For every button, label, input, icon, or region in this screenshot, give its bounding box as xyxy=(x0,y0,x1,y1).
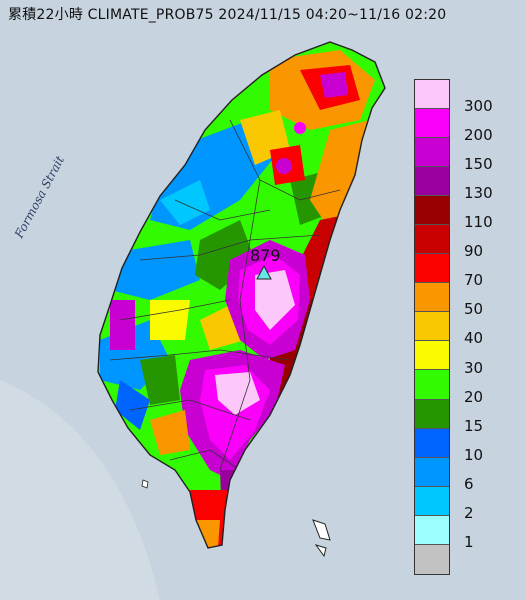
legend-label: 20 xyxy=(464,387,484,406)
legend-swatch xyxy=(415,167,449,197)
legend-swatch xyxy=(415,80,449,110)
orchid-island xyxy=(314,544,327,558)
legend-swatch xyxy=(415,312,449,342)
legend-swatch xyxy=(415,428,449,458)
legend-label: 1 xyxy=(464,532,474,551)
legend-swatch xyxy=(415,544,449,574)
legend-swatch xyxy=(415,225,449,255)
legend-label: 300 xyxy=(464,97,493,116)
legend-swatch xyxy=(415,399,449,429)
legend-swatch xyxy=(415,254,449,284)
legend-swatch xyxy=(415,196,449,226)
legend-swatch xyxy=(415,370,449,400)
legend-swatch xyxy=(415,341,449,371)
legend-swatch xyxy=(415,283,449,313)
legend-label: 2 xyxy=(464,503,474,522)
map-title: 累積22小時 CLIMATE_PROB75 2024/11/15 04:20~1… xyxy=(8,7,447,23)
green-island xyxy=(312,519,331,541)
legend-label: 15 xyxy=(464,416,484,435)
legend-label: 90 xyxy=(464,242,484,261)
legend-label: 150 xyxy=(464,155,493,174)
legend-label: 10 xyxy=(464,445,484,464)
sea-shading xyxy=(0,380,160,600)
legend-label: 200 xyxy=(464,126,493,145)
legend-label: 40 xyxy=(464,329,484,348)
rainfall-legend xyxy=(414,79,450,575)
legend-label: 130 xyxy=(464,184,493,203)
legend-swatch xyxy=(415,515,449,545)
legend-swatch xyxy=(415,457,449,487)
coastline xyxy=(97,41,386,549)
legend-label: 110 xyxy=(464,213,493,232)
legend-swatch xyxy=(415,109,449,139)
legend-label: 70 xyxy=(464,271,484,290)
legend-swatch xyxy=(415,486,449,516)
max-rainfall-marker-icon xyxy=(256,264,272,280)
max-rainfall-value: 879 xyxy=(250,246,281,265)
legend-label: 30 xyxy=(464,358,484,377)
liuqiu-island xyxy=(141,479,149,489)
legend-label: 50 xyxy=(464,300,484,319)
legend-swatch xyxy=(415,138,449,168)
legend-label: 6 xyxy=(464,474,474,493)
